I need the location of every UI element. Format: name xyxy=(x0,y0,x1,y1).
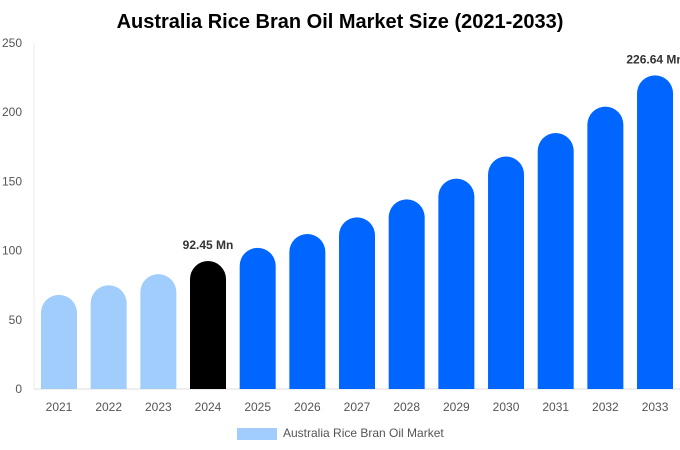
x-tick-label: 2029 xyxy=(443,400,470,414)
bar-2028[interactable] xyxy=(388,199,425,389)
y-tick-label: 250 xyxy=(2,36,22,50)
bar-2030[interactable] xyxy=(488,156,525,389)
x-tick-label: 2022 xyxy=(95,400,122,414)
y-tick-label: 100 xyxy=(2,244,22,258)
bar-2021[interactable] xyxy=(41,294,77,389)
legend-label[interactable]: Australia Rice Bran Oil Market xyxy=(283,426,444,440)
bar-2031[interactable] xyxy=(537,132,574,389)
bar-2032[interactable] xyxy=(587,106,624,389)
x-tick-label: 2030 xyxy=(493,400,520,414)
x-tick-label: 2027 xyxy=(344,400,371,414)
x-tick-label: 2021 xyxy=(46,400,73,414)
bar-2025[interactable] xyxy=(239,247,276,389)
bar-2029[interactable] xyxy=(438,178,475,389)
y-tick-label: 0 xyxy=(15,382,22,396)
data-label: 226.64 Mn xyxy=(626,52,680,66)
x-tick-label: 2023 xyxy=(145,400,172,414)
x-tick-label: 2032 xyxy=(592,400,619,414)
x-tick-label: 2026 xyxy=(294,400,321,414)
bar-2026[interactable] xyxy=(289,233,326,389)
y-tick-label: 50 xyxy=(9,313,23,327)
legend-swatch[interactable] xyxy=(237,428,277,440)
y-tick-label: 200 xyxy=(2,105,22,119)
x-tick-label: 2028 xyxy=(393,400,420,414)
x-tick-label: 2033 xyxy=(642,400,669,414)
bar-2022[interactable] xyxy=(90,285,127,389)
x-tick-label: 2025 xyxy=(244,400,271,414)
bar-2023[interactable] xyxy=(140,274,177,389)
y-tick-label: 150 xyxy=(2,174,22,188)
x-tick-label: 2024 xyxy=(195,400,222,414)
x-tick-label: 2031 xyxy=(542,400,569,414)
bar-2027[interactable] xyxy=(339,217,376,389)
bar-2033[interactable] xyxy=(637,75,674,390)
data-label: 92.45 Mn xyxy=(183,238,234,252)
bar-2024[interactable] xyxy=(190,261,227,389)
chart-title: Australia Rice Bran Oil Market Size (202… xyxy=(117,11,564,33)
